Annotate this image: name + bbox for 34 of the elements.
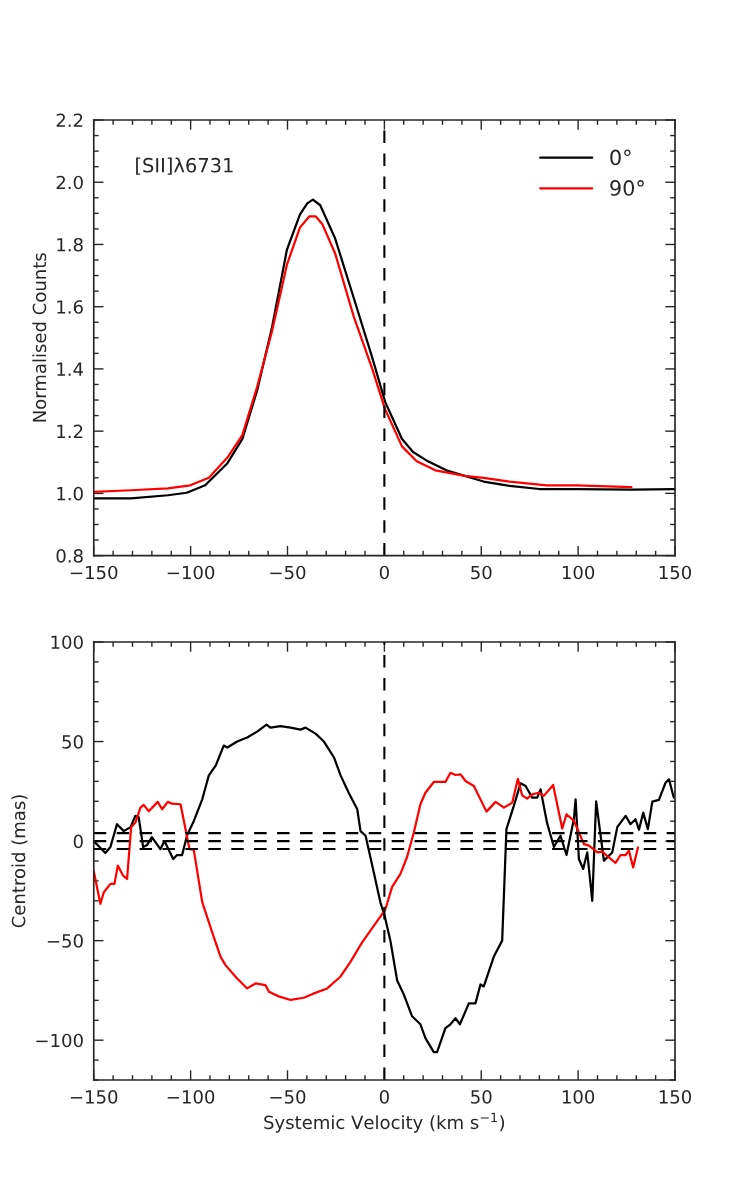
- y-tick-label: −100: [36, 1033, 83, 1048]
- x-tick-label: 150: [659, 565, 692, 580]
- x-tick-label: 50: [471, 1090, 492, 1104]
- x-tick-label: 150: [659, 1090, 692, 1104]
- y-axis-title: Normalised Counts: [32, 253, 47, 422]
- x-tick-label: −150: [70, 1090, 118, 1104]
- x-tick-label: −100: [167, 565, 215, 580]
- annotation: [SII]λ6731: [136, 157, 233, 175]
- y-tick-label: 2.0: [56, 175, 83, 190]
- x-tick-label: 0: [379, 1090, 389, 1104]
- legend-label: 0°: [610, 149, 631, 166]
- y-tick-label: 1.0: [57, 486, 83, 501]
- x-tick-label: −100: [167, 1090, 215, 1104]
- legend-label: 90°: [610, 180, 644, 196]
- x-axis-title: Systemic Velocity (km s$^{−1}$): [264, 1112, 505, 1133]
- x-tick-label: −50: [270, 565, 306, 580]
- x-tick-label: 50: [471, 565, 492, 580]
- y-tick-label: 1.6: [57, 300, 83, 314]
- y-tick-label: 1.8: [57, 237, 83, 252]
- y-tick-label: 50: [62, 735, 83, 749]
- y-tick-label: 0.8: [56, 549, 83, 563]
- x-tick-label: −50: [270, 1090, 306, 1104]
- x-tick-label: 100: [562, 565, 595, 580]
- y-tick-label: 2.2: [56, 113, 83, 127]
- y-tick-label: 1.4: [57, 362, 84, 376]
- line-series: [93, 771, 640, 1002]
- y-tick-label: 0: [73, 834, 83, 849]
- x-tick-label: 0: [379, 565, 389, 580]
- x-tick-label: 100: [562, 1090, 595, 1104]
- y-tick-label: 1.2: [57, 424, 83, 438]
- x-tick-label: −150: [70, 565, 118, 580]
- y-tick-label: 100: [51, 635, 83, 650]
- y-axis-title: Centroid (mas): [11, 795, 28, 928]
- y-tick-label: −50: [47, 934, 83, 948]
